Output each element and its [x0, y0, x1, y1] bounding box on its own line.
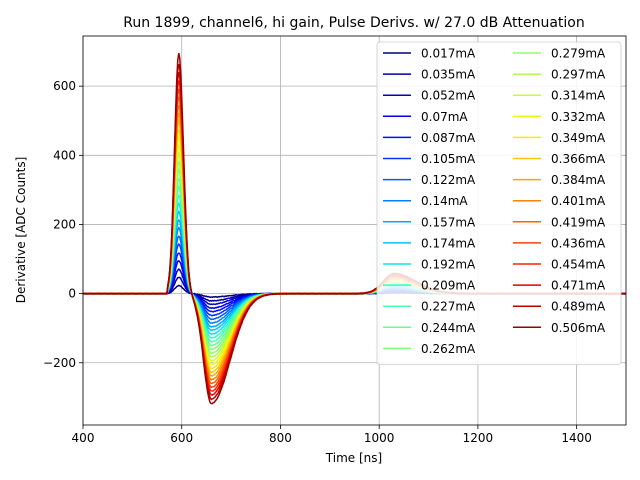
x-tick-label: 400 — [72, 431, 95, 445]
legend-label: 0.192mA — [421, 258, 476, 272]
legend-label: 0.052mA — [421, 89, 476, 103]
legend-label: 0.506mA — [551, 321, 606, 335]
y-tick-label: 600 — [53, 79, 76, 93]
legend-label: 0.105mA — [421, 152, 476, 166]
legend-label: 0.454mA — [551, 258, 606, 272]
x-axis-label: Time [ns] — [325, 451, 382, 465]
y-tick-label: 200 — [53, 217, 76, 231]
y-tick-label: 400 — [53, 148, 76, 162]
legend-label: 0.087mA — [421, 131, 476, 145]
legend-label: 0.07mA — [421, 110, 468, 124]
x-axis: 400 600 800 1000 1200 1400 — [72, 425, 592, 445]
legend-label: 0.157mA — [421, 215, 476, 229]
y-tick-label: −200 — [43, 356, 76, 370]
legend-box — [376, 41, 622, 365]
legend-label: 0.297mA — [551, 68, 606, 82]
x-tick-label: 1000 — [364, 431, 395, 445]
y-axis: −200 0 200 400 600 — [43, 79, 83, 370]
legend-label: 0.227mA — [421, 300, 476, 314]
legend-label: 0.401mA — [551, 194, 606, 208]
legend-label: 0.489mA — [551, 300, 606, 314]
legend-label: 0.419mA — [551, 215, 606, 229]
legend-label: 0.349mA — [551, 131, 606, 145]
legend: 0.017mA 0.035mA 0.052mA 0.07mA 0.087mA 0.105m… — [376, 41, 622, 365]
x-tick-label: 1200 — [463, 431, 494, 445]
legend-label: 0.174mA — [421, 236, 476, 250]
legend-label: 0.017mA — [421, 47, 476, 61]
legend-label: 0.314mA — [551, 89, 606, 103]
y-tick-label: 0 — [68, 287, 76, 301]
chart-title: Run 1899, channel6, hi gain, Pulse Deriv… — [123, 15, 584, 31]
legend-label: 0.122mA — [421, 173, 476, 187]
legend-label: 0.209mA — [421, 279, 476, 293]
legend-label: 0.471mA — [551, 279, 606, 293]
legend-label: 0.436mA — [551, 236, 606, 250]
legend-label: 0.366mA — [551, 152, 606, 166]
legend-label: 0.035mA — [421, 68, 476, 82]
x-tick-label: 1400 — [561, 431, 592, 445]
plot-frame — [82, 35, 627, 426]
legend-label: 0.384mA — [551, 173, 606, 187]
x-tick-label: 800 — [269, 431, 292, 445]
legend-label: 0.244mA — [421, 321, 476, 335]
legend-label: 0.14mA — [421, 194, 468, 208]
legend-label: 0.332mA — [551, 110, 606, 124]
y-axis-label: Derivative [ADC Counts] — [14, 157, 28, 304]
legend-label: 0.279mA — [551, 47, 606, 61]
legend-label: 0.262mA — [421, 342, 476, 356]
x-tick-label: 600 — [170, 431, 193, 445]
